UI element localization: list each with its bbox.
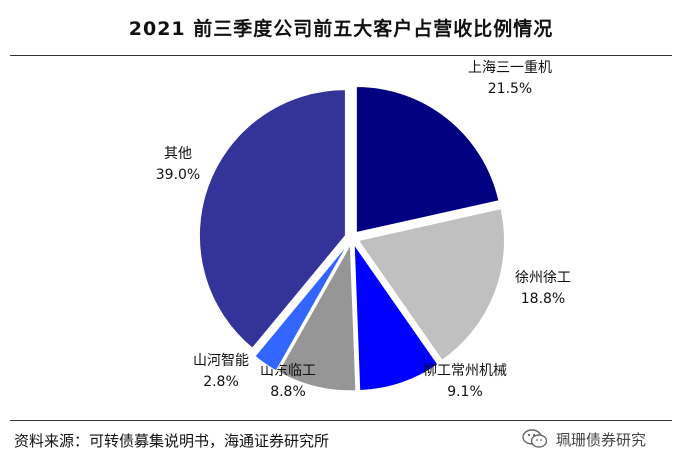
pie-slice-5 — [254, 243, 349, 372]
pie-slice-4 — [277, 243, 357, 392]
slice-name-label: 徐州徐工 — [515, 270, 571, 286]
slice-value-label: 2.8% — [203, 374, 239, 390]
source-note: 资料来源：可转债募集说明书，海通证券研究所 — [14, 432, 330, 450]
pie-slice-3 — [353, 242, 439, 392]
slice-value-label: 8.8% — [270, 384, 306, 400]
slice-name-label: 山河智能 — [193, 353, 249, 369]
slice-name-label: 上海三一重机 — [468, 60, 552, 76]
top-divider — [10, 55, 672, 56]
slice-value-label: 39.0% — [156, 167, 200, 183]
pie-slice-2 — [357, 208, 505, 361]
chart-title: 2021 前三季度公司前五大客户占营收比例情况 — [128, 18, 554, 40]
slice-value-label: 21.5% — [488, 81, 532, 97]
slice-name-label: 其他 — [164, 146, 192, 162]
pie-slice-1 — [355, 86, 500, 234]
slice-name-label: 柳工常州机械 — [423, 362, 507, 379]
slice-value-label: 18.8% — [521, 291, 565, 307]
pie-slice-6 — [198, 89, 346, 349]
wechat-icon — [522, 429, 548, 448]
bottom-divider — [10, 420, 672, 421]
watermark-text: 珮珊债券研究 — [556, 430, 647, 449]
slice-value-label: 9.1% — [447, 384, 483, 400]
watermark: 珮珊债券研究 — [522, 428, 646, 450]
